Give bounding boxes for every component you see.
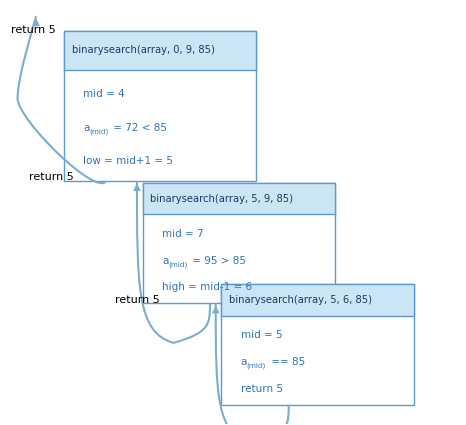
Text: (mid): (mid) <box>168 261 187 268</box>
Text: return 5: return 5 <box>115 295 160 305</box>
Text: a: a <box>240 357 247 367</box>
Text: mid = 5: mid = 5 <box>240 330 282 340</box>
Text: return 5: return 5 <box>240 384 283 394</box>
Text: binarysearch(array, 5, 9, 85): binarysearch(array, 5, 9, 85) <box>151 194 294 204</box>
FancyBboxPatch shape <box>64 31 256 181</box>
Text: = 95 > 85: = 95 > 85 <box>189 255 246 266</box>
Text: mid = 7: mid = 7 <box>162 229 204 239</box>
Text: return 5: return 5 <box>29 173 74 182</box>
Text: low = mid+1 = 5: low = mid+1 = 5 <box>83 156 173 166</box>
Text: a: a <box>162 255 168 266</box>
FancyBboxPatch shape <box>221 284 414 316</box>
FancyBboxPatch shape <box>64 31 256 70</box>
Text: high = mid-1 = 6: high = mid-1 = 6 <box>162 282 252 292</box>
Text: == 85: == 85 <box>267 357 305 367</box>
Text: (mid): (mid) <box>247 363 266 369</box>
FancyBboxPatch shape <box>143 183 335 303</box>
Text: binarysearch(array, 0, 9, 85): binarysearch(array, 0, 9, 85) <box>72 45 214 55</box>
FancyBboxPatch shape <box>221 284 414 405</box>
Text: mid = 4: mid = 4 <box>83 89 125 99</box>
Text: a: a <box>83 122 89 133</box>
Text: return 5: return 5 <box>11 25 55 34</box>
Text: (mid): (mid) <box>89 129 109 135</box>
Text: = 72 < 85: = 72 < 85 <box>110 122 167 133</box>
Text: binarysearch(array, 5, 6, 85): binarysearch(array, 5, 6, 85) <box>229 295 372 305</box>
FancyBboxPatch shape <box>143 183 335 214</box>
